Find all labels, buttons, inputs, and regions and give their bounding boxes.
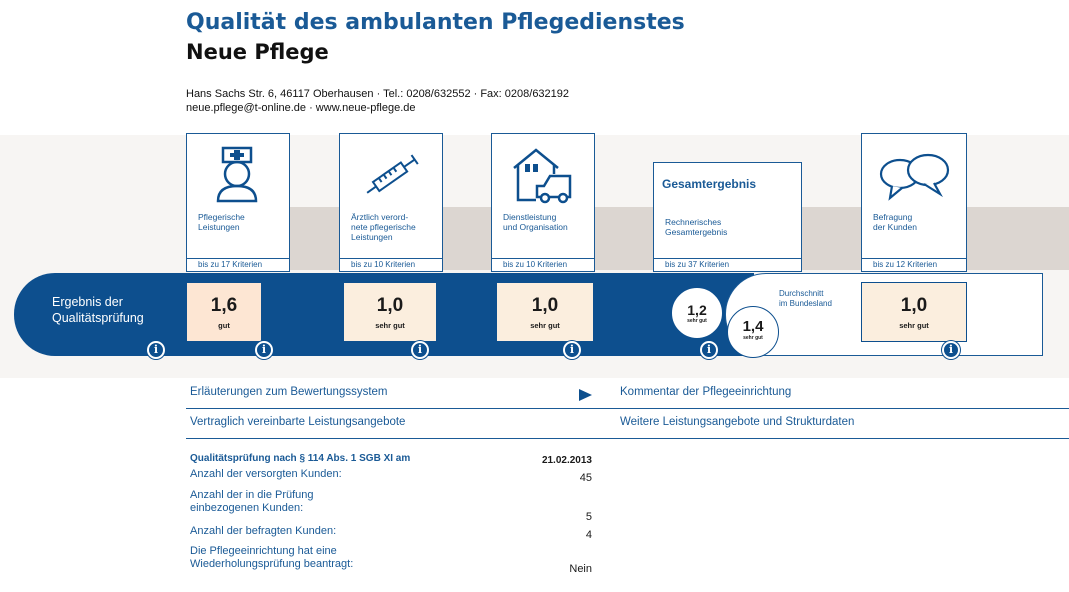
category-card-medical: Ärztlich verord- nete pflegerische Leist… (339, 133, 443, 272)
overall-score-circle: 1,2 sehr gut (672, 288, 722, 338)
fact-row: Qualitätsprüfung nach § 114 Abs. 1 SGB X… (190, 453, 592, 466)
fact-row: Anzahl der versorgten Kunden: 45 (190, 468, 592, 484)
score-grade: sehr gut (375, 321, 405, 330)
score-box-medical: 1,0 sehr gut (343, 282, 437, 342)
contact-line: neue.pflege@t-online.de · www.neue-pfleg… (186, 102, 416, 114)
category-card-survey: Befragung der Kunden bis zu 12 Kriterien (861, 133, 967, 272)
info-icon[interactable]: i (147, 341, 165, 359)
score-box-organisation: 1,0 sehr gut (496, 282, 594, 342)
fact-row: Anzahl der in die Prüfung einbezogenen K… (190, 489, 592, 523)
address-line: Hans Sachs Str. 6, 46117 Oberhausen · Te… (186, 88, 570, 100)
category-card-overall: Gesamtergebnis Rechnerisches Gesamtergeb… (653, 162, 802, 272)
info-icon[interactable]: i (255, 341, 273, 359)
syringe-icon (340, 134, 444, 217)
fact-row: Anzahl der befragten Kunden: 4 (190, 525, 592, 541)
speech-bubbles-icon (862, 134, 968, 217)
page-title: Qualität des ambulanten Pflegedienstes (186, 10, 685, 35)
score-value: 1,0 (376, 295, 404, 316)
link-row-2: Vertraglich vereinbarte Leistungsangebot… (186, 409, 1069, 439)
score-value: 1,4 (742, 318, 764, 335)
category-label: Pflegerische Leistungen (198, 212, 245, 232)
category-card-organisation: Dienstleistung und Organisation bis zu 1… (491, 133, 595, 272)
house-car-icon (492, 134, 596, 217)
score-grade: sehr gut (530, 321, 560, 330)
arrow-right-icon[interactable] (579, 389, 592, 401)
nurse-icon (187, 134, 291, 217)
category-label: Befragung der Kunden (873, 212, 917, 232)
state-average-label: Durchschnitt im Bundesland (779, 289, 832, 308)
category-label: Ärztlich verord- nete pflegerische Leist… (351, 212, 416, 242)
score-grade: sehr gut (743, 335, 763, 341)
more-services-link[interactable]: Weitere Leistungsangebote und Strukturda… (620, 416, 855, 428)
score-grade: sehr gut (687, 318, 707, 324)
score-value: 1,6 (210, 295, 238, 316)
provider-name: Neue Pflege (186, 40, 329, 64)
criteria-count: bis zu 17 Kriterien (187, 258, 289, 269)
score-value: 1,2 (687, 302, 707, 318)
overall-heading: Gesamtergebnis (662, 177, 757, 191)
info-icon[interactable]: i (700, 341, 718, 359)
criteria-count: bis zu 10 Kriterien (492, 258, 594, 269)
score-value: 1,0 (531, 295, 559, 316)
score-box-survey: 1,0 sehr gut (861, 282, 967, 342)
category-label: Rechnerisches Gesamtergebnis (665, 217, 728, 237)
score-value: 1,0 (900, 295, 928, 316)
category-card-nursing: Pflegerische Leistungen bis zu 17 Kriter… (186, 133, 290, 272)
score-box-nursing: 1,6 gut (186, 282, 262, 342)
state-average-circle: 1,4 sehr gut (727, 306, 779, 358)
link-row-1: Erläuterungen zum Bewertungssystem Komme… (186, 379, 1069, 409)
info-icon[interactable]: i (411, 341, 429, 359)
comment-link[interactable]: Kommentar der Pflegeeinrichtung (620, 386, 792, 398)
score-grade: gut (218, 321, 230, 330)
criteria-count: bis zu 12 Kriterien (862, 258, 966, 269)
explanations-link[interactable]: Erläuterungen zum Bewertungssystem (190, 386, 388, 398)
fact-row: Die Pflegeeinrichtung hat eine Wiederhol… (190, 545, 592, 575)
contract-services-link[interactable]: Vertraglich vereinbarte Leistungsangebot… (190, 416, 406, 428)
provider-address: Hans Sachs Str. 6, 46117 Oberhausen · Te… (186, 87, 569, 115)
criteria-count: bis zu 10 Kriterien (340, 258, 442, 269)
criteria-count: bis zu 37 Kriterien (654, 258, 801, 269)
info-icon[interactable]: i (563, 341, 581, 359)
facts-table: Qualitätsprüfung nach § 114 Abs. 1 SGB X… (190, 452, 592, 575)
info-icon[interactable]: i (942, 341, 960, 359)
score-grade: sehr gut (899, 321, 929, 330)
result-label: Ergebnis der Qualitätsprüfung (52, 295, 144, 325)
category-label: Dienstleistung und Organisation (503, 212, 568, 232)
